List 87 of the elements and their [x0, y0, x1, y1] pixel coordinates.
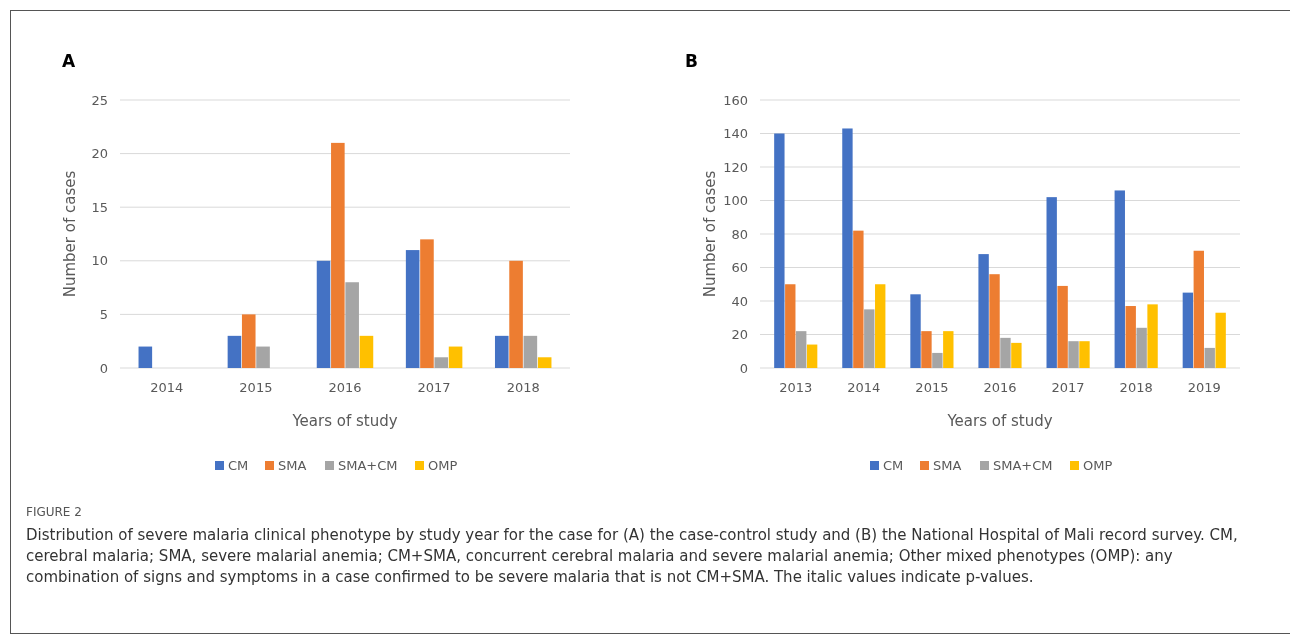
bar	[1057, 285, 1068, 368]
bar	[1193, 250, 1204, 368]
bar	[1204, 347, 1215, 368]
bar	[256, 346, 270, 368]
bar	[420, 239, 434, 368]
bar	[316, 260, 331, 368]
bar	[785, 284, 796, 368]
caption: FIGURE 2	[26, 505, 83, 519]
x-tick-label: 2018	[1119, 380, 1153, 395]
y-tick-label: 5	[99, 306, 108, 322]
y-tick-label: 20	[731, 327, 748, 343]
bar	[989, 274, 1000, 368]
bar	[842, 128, 853, 368]
bar	[1147, 304, 1158, 368]
bar	[331, 142, 345, 368]
y-tick-label: 15	[91, 199, 108, 215]
x-tick-label: 2017	[1051, 380, 1085, 395]
bar	[1125, 306, 1136, 368]
y-tick-label: 160	[723, 92, 748, 108]
bar	[509, 260, 523, 368]
bar	[359, 335, 374, 368]
bar	[1000, 337, 1011, 368]
y-tick-label: 0	[99, 360, 108, 376]
bar	[345, 282, 359, 368]
legend-label: OMP	[1083, 458, 1113, 473]
bar	[241, 314, 256, 368]
y-axis-title: Number of cases	[61, 170, 79, 298]
bar	[494, 335, 509, 368]
x-axis-title: Years of study	[291, 412, 398, 430]
x-tick-label: 2015	[239, 380, 273, 395]
chart-title: A	[62, 51, 76, 71]
chart-title: B	[685, 51, 698, 71]
bar	[405, 250, 420, 368]
x-tick-label: 2014	[150, 380, 184, 395]
x-tick-label: 2016	[983, 380, 1017, 395]
y-tick-label: 25	[91, 92, 108, 108]
y-tick-label: 10	[91, 253, 108, 269]
bar	[864, 309, 875, 368]
x-tick-label: 2019	[1187, 380, 1221, 395]
bar	[806, 344, 818, 368]
bar	[796, 331, 807, 368]
x-tick-label: 2018	[506, 380, 540, 395]
bar	[227, 335, 242, 368]
x-tick-label: 2017	[417, 380, 451, 395]
legend-label: SMA	[278, 458, 307, 473]
bar	[1182, 292, 1194, 368]
bar	[448, 346, 463, 368]
bar	[875, 284, 886, 368]
y-tick-label: 100	[723, 193, 748, 209]
bar	[523, 335, 538, 368]
bar	[910, 294, 921, 368]
legend-label: SMA+CM	[338, 458, 398, 473]
bar	[1136, 327, 1147, 368]
bar	[1114, 190, 1125, 368]
bar	[932, 352, 943, 368]
x-tick-label: 2016	[328, 380, 362, 395]
bar	[1068, 341, 1079, 368]
legend-label: OMP	[428, 458, 458, 473]
bar	[434, 357, 449, 368]
bar	[853, 230, 864, 368]
x-tick-label: 2014	[847, 380, 881, 395]
bar	[943, 331, 954, 368]
y-axis-title: Number of cases	[701, 170, 719, 298]
bar	[1215, 312, 1226, 368]
x-tick-label: 2015	[915, 380, 949, 395]
y-tick-label: 80	[731, 226, 748, 242]
bar	[1046, 197, 1057, 368]
bar	[774, 133, 785, 368]
text: Distribution of severe malaria clinical phenotype by study year for the case for (A) the case-control study and (B) the National Hospital of Mali record survey. CM, cerebral malaria; SMA, severe malarial anemia; CM+SMA, concurrent cerebral malaria and severe malarial anemia; Other mixed phenotypes (OMP): any combination of signs and symptoms in a case confirmed to be severe malaria that is not CM+SMA. The italic values indicate p-values.	[26, 525, 1239, 588]
x-tick-label: 2013	[779, 380, 813, 395]
bar	[1011, 342, 1022, 368]
bar	[978, 254, 989, 368]
y-tick-label: 120	[723, 159, 748, 175]
legend-label: CM	[228, 458, 249, 473]
bar	[921, 331, 932, 368]
bar	[138, 346, 153, 368]
y-tick-label: 60	[731, 260, 748, 276]
legend-label: SMA+CM	[993, 458, 1053, 473]
y-tick-label: 40	[731, 293, 748, 309]
y-tick-label: 0	[739, 360, 748, 376]
bar	[1079, 341, 1090, 368]
legend-label: CM	[883, 458, 904, 473]
legend-label: SMA	[933, 458, 962, 473]
x-axis-title: Years of study	[946, 412, 1053, 430]
y-tick-label: 140	[723, 126, 748, 142]
bar	[537, 357, 552, 368]
y-tick-label: 20	[91, 146, 108, 162]
